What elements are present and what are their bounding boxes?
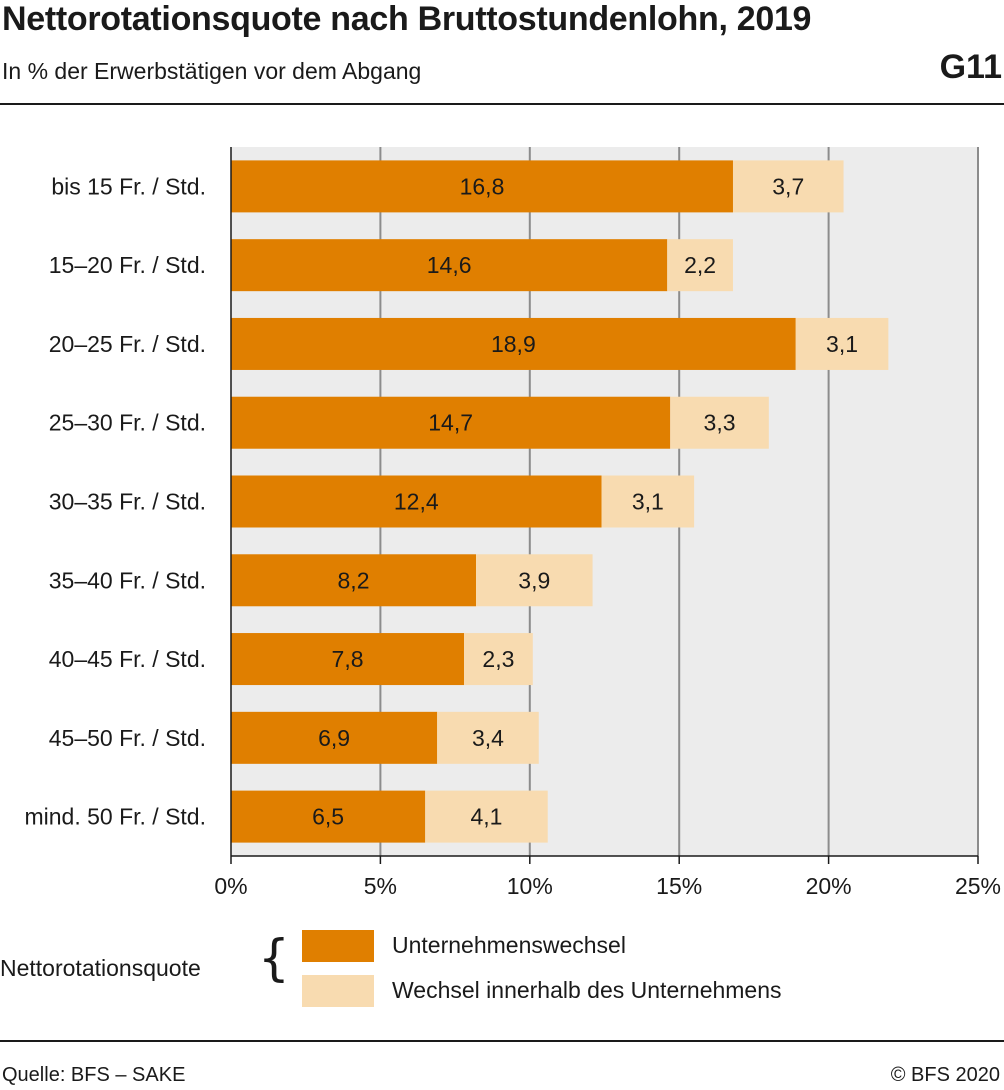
legend-label-unternehmenswechsel: Unternehmenswechsel [392, 932, 626, 958]
bar-unternehmenswechsel-2 [231, 317, 796, 370]
data-label-wechsel-innerhalb-7: 3,4 [472, 725, 504, 751]
source-note: Quelle: BFS – SAKE [2, 1064, 186, 1086]
data-label-wechsel-innerhalb-8: 4,1 [470, 804, 502, 830]
data-label-wechsel-innerhalb-2: 3,1 [826, 331, 858, 357]
bar-wechsel-innerhalb-3 [670, 396, 769, 449]
legend-swatch-wechsel-innerhalb [302, 975, 374, 1007]
x-tick-label-10: 10% [507, 873, 553, 899]
category-label-5: 35–40 Fr. / Std. [49, 567, 206, 593]
bar-wechsel-innerhalb-5 [476, 554, 593, 607]
bar-unternehmenswechsel-8 [231, 790, 426, 843]
bar-wechsel-innerhalb-8 [425, 790, 548, 843]
x-tick-label-15: 15% [656, 873, 702, 899]
bar-unternehmenswechsel-3 [231, 396, 671, 449]
category-label-4: 30–35 Fr. / Std. [49, 489, 206, 515]
legend-brace-icon: { [258, 929, 290, 987]
category-label-1: 15–20 Fr. / Std. [49, 252, 206, 278]
data-label-unternehmenswechsel-6: 7,8 [332, 646, 364, 672]
legend-swatch-unternehmenswechsel [302, 930, 374, 962]
chart-subtitle: In % der Erwerbstätigen vor dem Abgang [2, 58, 422, 84]
data-label-unternehmenswechsel-0: 16,8 [460, 173, 505, 199]
bar-wechsel-innerhalb-1 [667, 239, 733, 292]
bar-unternehmenswechsel-0 [231, 160, 733, 213]
data-label-wechsel-innerhalb-5: 3,9 [518, 567, 550, 593]
bar-unternehmenswechsel-6 [231, 633, 465, 686]
bar-unternehmenswechsel-5 [231, 554, 477, 607]
footer-rule [0, 1040, 1004, 1042]
category-label-0: bis 15 Fr. / Std. [51, 173, 206, 199]
x-tick-label-25: 25% [955, 873, 1001, 899]
stacked-bar-chart: 0% 5% 10% 15% 20% 25% 16,8 3,7 bis 15 Fr. / Std.… [24, 147, 1001, 899]
bar-wechsel-innerhalb-2 [795, 317, 889, 370]
bar-wechsel-innerhalb-7 [437, 711, 539, 764]
plot-area: 0% 5% 10% 15% 20% 25% 16,8 3,7 bis 15 Fr. / Std.… [24, 147, 1001, 899]
data-label-unternehmenswechsel-7: 6,9 [318, 725, 350, 751]
data-label-unternehmenswechsel-1: 14,6 [427, 252, 472, 278]
data-label-unternehmenswechsel-3: 14,7 [428, 410, 473, 436]
data-label-wechsel-innerhalb-0: 3,7 [772, 173, 804, 199]
data-label-unternehmenswechsel-4: 12,4 [394, 489, 439, 515]
category-label-8: mind. 50 Fr. / Std. [24, 804, 206, 830]
bar-wechsel-innerhalb-6 [464, 633, 533, 686]
header-rule [0, 103, 1004, 105]
category-label-6: 40–45 Fr. / Std. [49, 646, 206, 672]
category-label-3: 25–30 Fr. / Std. [49, 410, 206, 436]
x-tick-label-0: 0% [214, 873, 247, 899]
data-label-unternehmenswechsel-2: 18,9 [491, 331, 536, 357]
bar-unternehmenswechsel-4 [231, 475, 602, 528]
x-tick-label-5: 5% [364, 873, 397, 899]
data-label-wechsel-innerhalb-3: 3,3 [704, 410, 736, 436]
x-tick-label-20: 20% [806, 873, 852, 899]
data-label-wechsel-innerhalb-1: 2,2 [684, 252, 716, 278]
legend-label-wechsel-innerhalb: Wechsel innerhalb des Unternehmens [392, 977, 782, 1003]
chart-id: G11 [939, 48, 1002, 86]
bar-unternehmenswechsel-7 [231, 711, 438, 764]
chart-title: Nettorotationsquote nach Bruttostundenlo… [2, 0, 812, 38]
category-label-7: 45–50 Fr. / Std. [49, 725, 206, 751]
data-label-unternehmenswechsel-8: 6,5 [312, 804, 344, 830]
data-label-unternehmenswechsel-5: 8,2 [338, 567, 370, 593]
copyright-note: © BFS 2020 [890, 1064, 1000, 1086]
category-label-2: 20–25 Fr. / Std. [49, 331, 206, 357]
legend-group-label: Nettorotationsquote [0, 955, 201, 981]
bar-wechsel-innerhalb-0 [732, 160, 844, 213]
data-label-wechsel-innerhalb-6: 2,3 [482, 646, 514, 672]
bar-wechsel-innerhalb-4 [601, 475, 695, 528]
bar-unternehmenswechsel-1 [231, 239, 668, 292]
data-label-wechsel-innerhalb-4: 3,1 [632, 489, 664, 515]
